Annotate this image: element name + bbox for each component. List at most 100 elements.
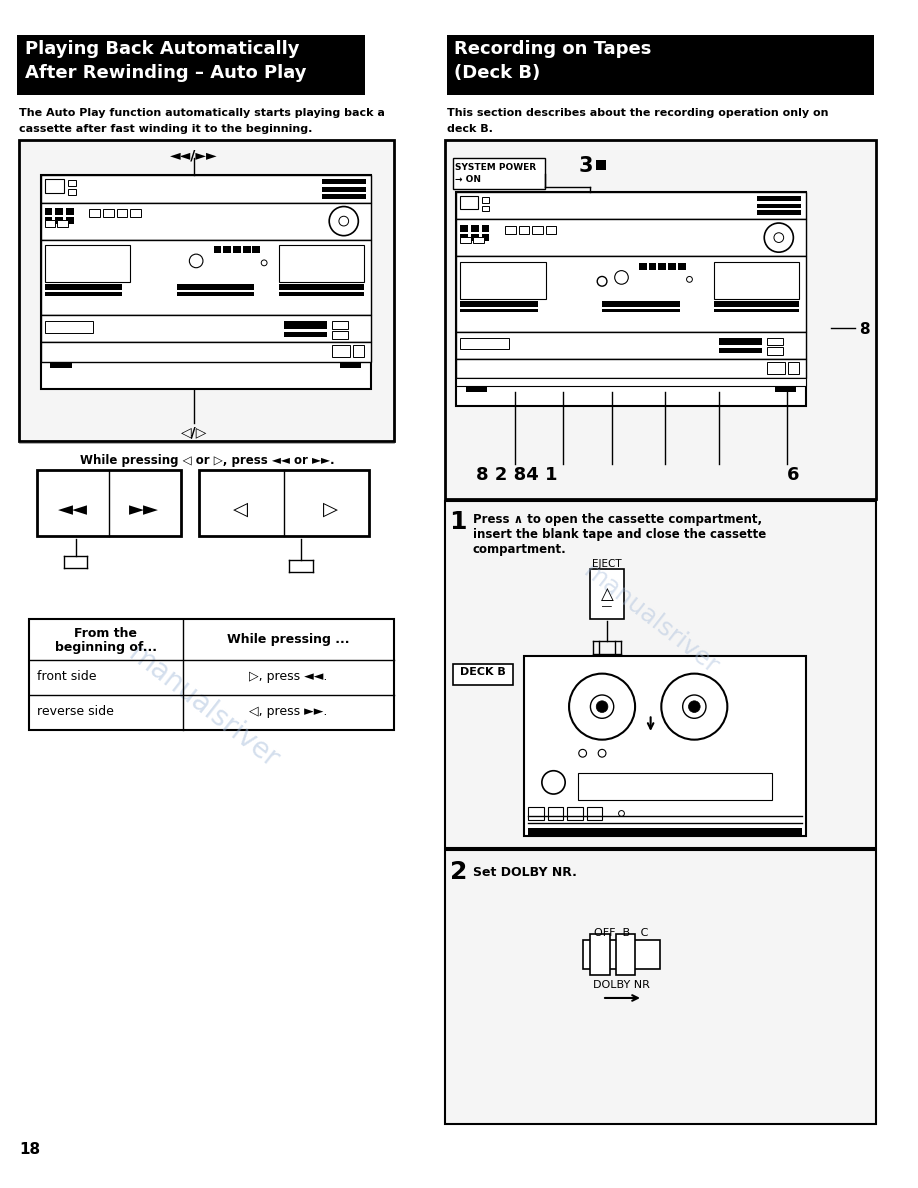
Bar	[590, 934, 610, 974]
Bar	[40, 203, 371, 240]
Bar	[117, 209, 128, 217]
Bar	[757, 196, 801, 201]
Text: 8 2 84 1: 8 2 84 1	[476, 466, 557, 484]
Bar	[322, 194, 366, 198]
Bar	[284, 321, 327, 329]
Circle shape	[599, 750, 606, 757]
Bar	[453, 158, 544, 189]
Bar	[677, 263, 686, 270]
Bar	[767, 347, 783, 355]
Bar	[177, 292, 254, 296]
Text: compartment.: compartment.	[473, 543, 566, 556]
Bar	[284, 331, 327, 336]
Bar	[50, 362, 72, 368]
Bar	[456, 192, 806, 219]
Bar	[55, 217, 63, 225]
Text: 6: 6	[787, 466, 799, 484]
Bar	[460, 196, 477, 209]
Bar	[444, 851, 876, 1124]
Text: OFF  B   C: OFF B C	[594, 928, 649, 939]
Bar	[456, 359, 806, 379]
Bar	[471, 234, 479, 240]
Circle shape	[189, 254, 203, 267]
Bar	[322, 179, 366, 184]
Text: 3: 3	[578, 156, 593, 176]
Text: deck B.: deck B.	[447, 124, 493, 134]
Bar	[460, 236, 471, 244]
Circle shape	[615, 271, 628, 284]
Bar	[714, 309, 800, 312]
Bar	[577, 772, 772, 800]
Bar	[616, 934, 635, 974]
Text: → ON: → ON	[455, 176, 481, 184]
Bar	[40, 240, 371, 315]
Circle shape	[262, 260, 267, 266]
Bar	[40, 315, 371, 342]
Bar	[456, 379, 806, 386]
Bar	[45, 179, 64, 192]
Bar	[519, 226, 530, 234]
Circle shape	[598, 277, 607, 286]
Text: EJECT: EJECT	[592, 560, 621, 569]
Bar	[89, 209, 100, 217]
Circle shape	[597, 701, 608, 713]
Bar	[279, 292, 364, 296]
Circle shape	[619, 810, 624, 816]
Bar	[353, 346, 364, 358]
Bar	[17, 34, 365, 95]
Bar	[482, 206, 489, 211]
Bar	[68, 189, 76, 195]
Text: beginning of...: beginning of...	[55, 640, 157, 653]
Text: manualsriver: manualsriver	[123, 639, 285, 773]
Text: 18: 18	[19, 1142, 40, 1157]
Bar	[279, 246, 364, 283]
Bar	[587, 807, 602, 820]
Bar	[532, 226, 543, 234]
Bar	[45, 220, 55, 227]
Text: While pressing ...: While pressing ...	[227, 633, 350, 646]
Bar	[719, 337, 762, 346]
Text: front side: front side	[37, 670, 96, 683]
Text: ◁: ◁	[233, 500, 249, 519]
Bar	[444, 501, 876, 848]
Bar	[242, 246, 251, 253]
Text: Playing Back Automatically: Playing Back Automatically	[26, 40, 300, 58]
Circle shape	[578, 750, 587, 757]
Bar	[460, 309, 538, 312]
Bar	[66, 217, 73, 225]
Bar	[45, 292, 122, 296]
Bar	[714, 261, 800, 299]
Bar	[567, 807, 583, 820]
Bar	[57, 220, 68, 227]
Bar	[55, 208, 63, 215]
Circle shape	[339, 216, 349, 226]
Text: ▷, press ◄◄.: ▷, press ◄◄.	[249, 670, 328, 683]
Bar	[482, 234, 489, 240]
Text: From the: From the	[74, 627, 138, 640]
Text: ◁/▷: ◁/▷	[181, 425, 207, 440]
Text: This section describes about the recording operation only on: This section describes about the recordi…	[447, 108, 828, 119]
Bar	[505, 226, 516, 234]
Text: reverse side: reverse side	[37, 704, 114, 718]
Text: After Rewinding – Auto Play: After Rewinding – Auto Play	[26, 64, 307, 82]
Bar	[757, 210, 801, 215]
Bar	[332, 330, 348, 339]
Bar	[223, 246, 231, 253]
Text: insert the blank tape and close the cassette: insert the blank tape and close the cass…	[473, 527, 767, 541]
Bar	[482, 197, 489, 203]
Circle shape	[683, 695, 706, 719]
Text: SYSTEM POWER: SYSTEM POWER	[455, 163, 536, 172]
Circle shape	[661, 674, 727, 740]
Bar	[597, 160, 606, 170]
Text: ▷: ▷	[322, 500, 338, 519]
Bar	[40, 176, 371, 390]
Bar	[37, 469, 181, 536]
Text: ◁, press ►►.: ◁, press ►►.	[249, 704, 328, 718]
Bar	[279, 284, 364, 290]
Bar	[757, 203, 801, 208]
Bar	[456, 219, 806, 257]
Bar	[767, 362, 785, 373]
Bar	[45, 284, 122, 290]
Bar	[602, 309, 679, 312]
Bar	[68, 181, 76, 187]
